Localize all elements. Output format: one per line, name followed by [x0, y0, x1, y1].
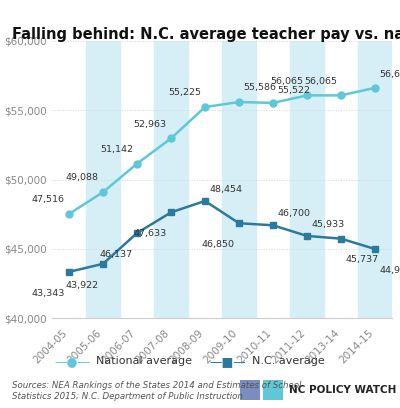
National average — [373, 85, 378, 90]
Text: 47,633: 47,633 — [134, 229, 167, 238]
Text: NC POLICY WATCH: NC POLICY WATCH — [289, 385, 396, 395]
Text: 55,522: 55,522 — [277, 86, 310, 95]
Text: 52,963: 52,963 — [134, 120, 167, 129]
Text: 48,454: 48,454 — [209, 185, 242, 194]
Text: Falling behind: N.C. average teacher pay vs. national average: Falling behind: N.C. average teacher pay… — [12, 27, 400, 42]
N.C. average — [338, 236, 343, 241]
N.C. average — [373, 246, 378, 251]
Text: 46,137: 46,137 — [100, 250, 133, 259]
Bar — [222, 41, 256, 318]
Text: 47,516: 47,516 — [32, 195, 65, 204]
Bar — [154, 41, 188, 318]
National average — [169, 136, 174, 141]
Text: 55,586: 55,586 — [243, 83, 276, 92]
N.C. average — [270, 223, 275, 228]
Text: 55,225: 55,225 — [168, 88, 201, 98]
National average — [134, 161, 140, 166]
Text: 43,922: 43,922 — [66, 281, 99, 290]
N.C. average — [66, 269, 72, 274]
Text: National average: National average — [96, 356, 192, 366]
Text: N.C. average: N.C. average — [252, 356, 325, 366]
N.C. average — [305, 233, 310, 238]
Text: 56,065: 56,065 — [270, 77, 303, 86]
Text: 46,700: 46,700 — [277, 209, 310, 218]
Bar — [290, 41, 324, 318]
Bar — [86, 41, 120, 318]
Line: N.C. average: N.C. average — [66, 198, 378, 275]
Text: 45,933: 45,933 — [311, 220, 344, 229]
National average — [66, 211, 72, 216]
Text: 43,343: 43,343 — [32, 288, 65, 297]
Text: 44,990: 44,990 — [379, 266, 400, 275]
Bar — [240, 379, 260, 400]
Text: 49,088: 49,088 — [66, 173, 99, 182]
N.C. average — [237, 221, 242, 226]
National average — [202, 104, 207, 109]
N.C. average — [134, 231, 140, 235]
Text: —■—: —■— — [210, 355, 246, 368]
N.C. average — [202, 199, 207, 204]
National average — [270, 100, 275, 105]
National average — [237, 100, 242, 104]
National average — [305, 93, 310, 98]
National average — [338, 93, 343, 98]
Text: Sources: NEA Rankings of the States 2014 and Estimates of School
Statistics 2015: Sources: NEA Rankings of the States 2014… — [12, 381, 301, 401]
N.C. average — [101, 262, 106, 266]
Line: National average: National average — [66, 84, 378, 217]
Text: 46,850: 46,850 — [202, 240, 235, 249]
N.C. average — [169, 210, 174, 215]
Text: 45,737: 45,737 — [345, 255, 378, 264]
National average — [101, 190, 106, 195]
Text: 56,065: 56,065 — [304, 77, 337, 86]
Bar — [263, 379, 282, 400]
Text: 51,142: 51,142 — [100, 145, 133, 154]
Text: —●—: —●— — [54, 355, 90, 368]
Bar — [358, 41, 392, 318]
Text: 56,610: 56,610 — [379, 71, 400, 80]
